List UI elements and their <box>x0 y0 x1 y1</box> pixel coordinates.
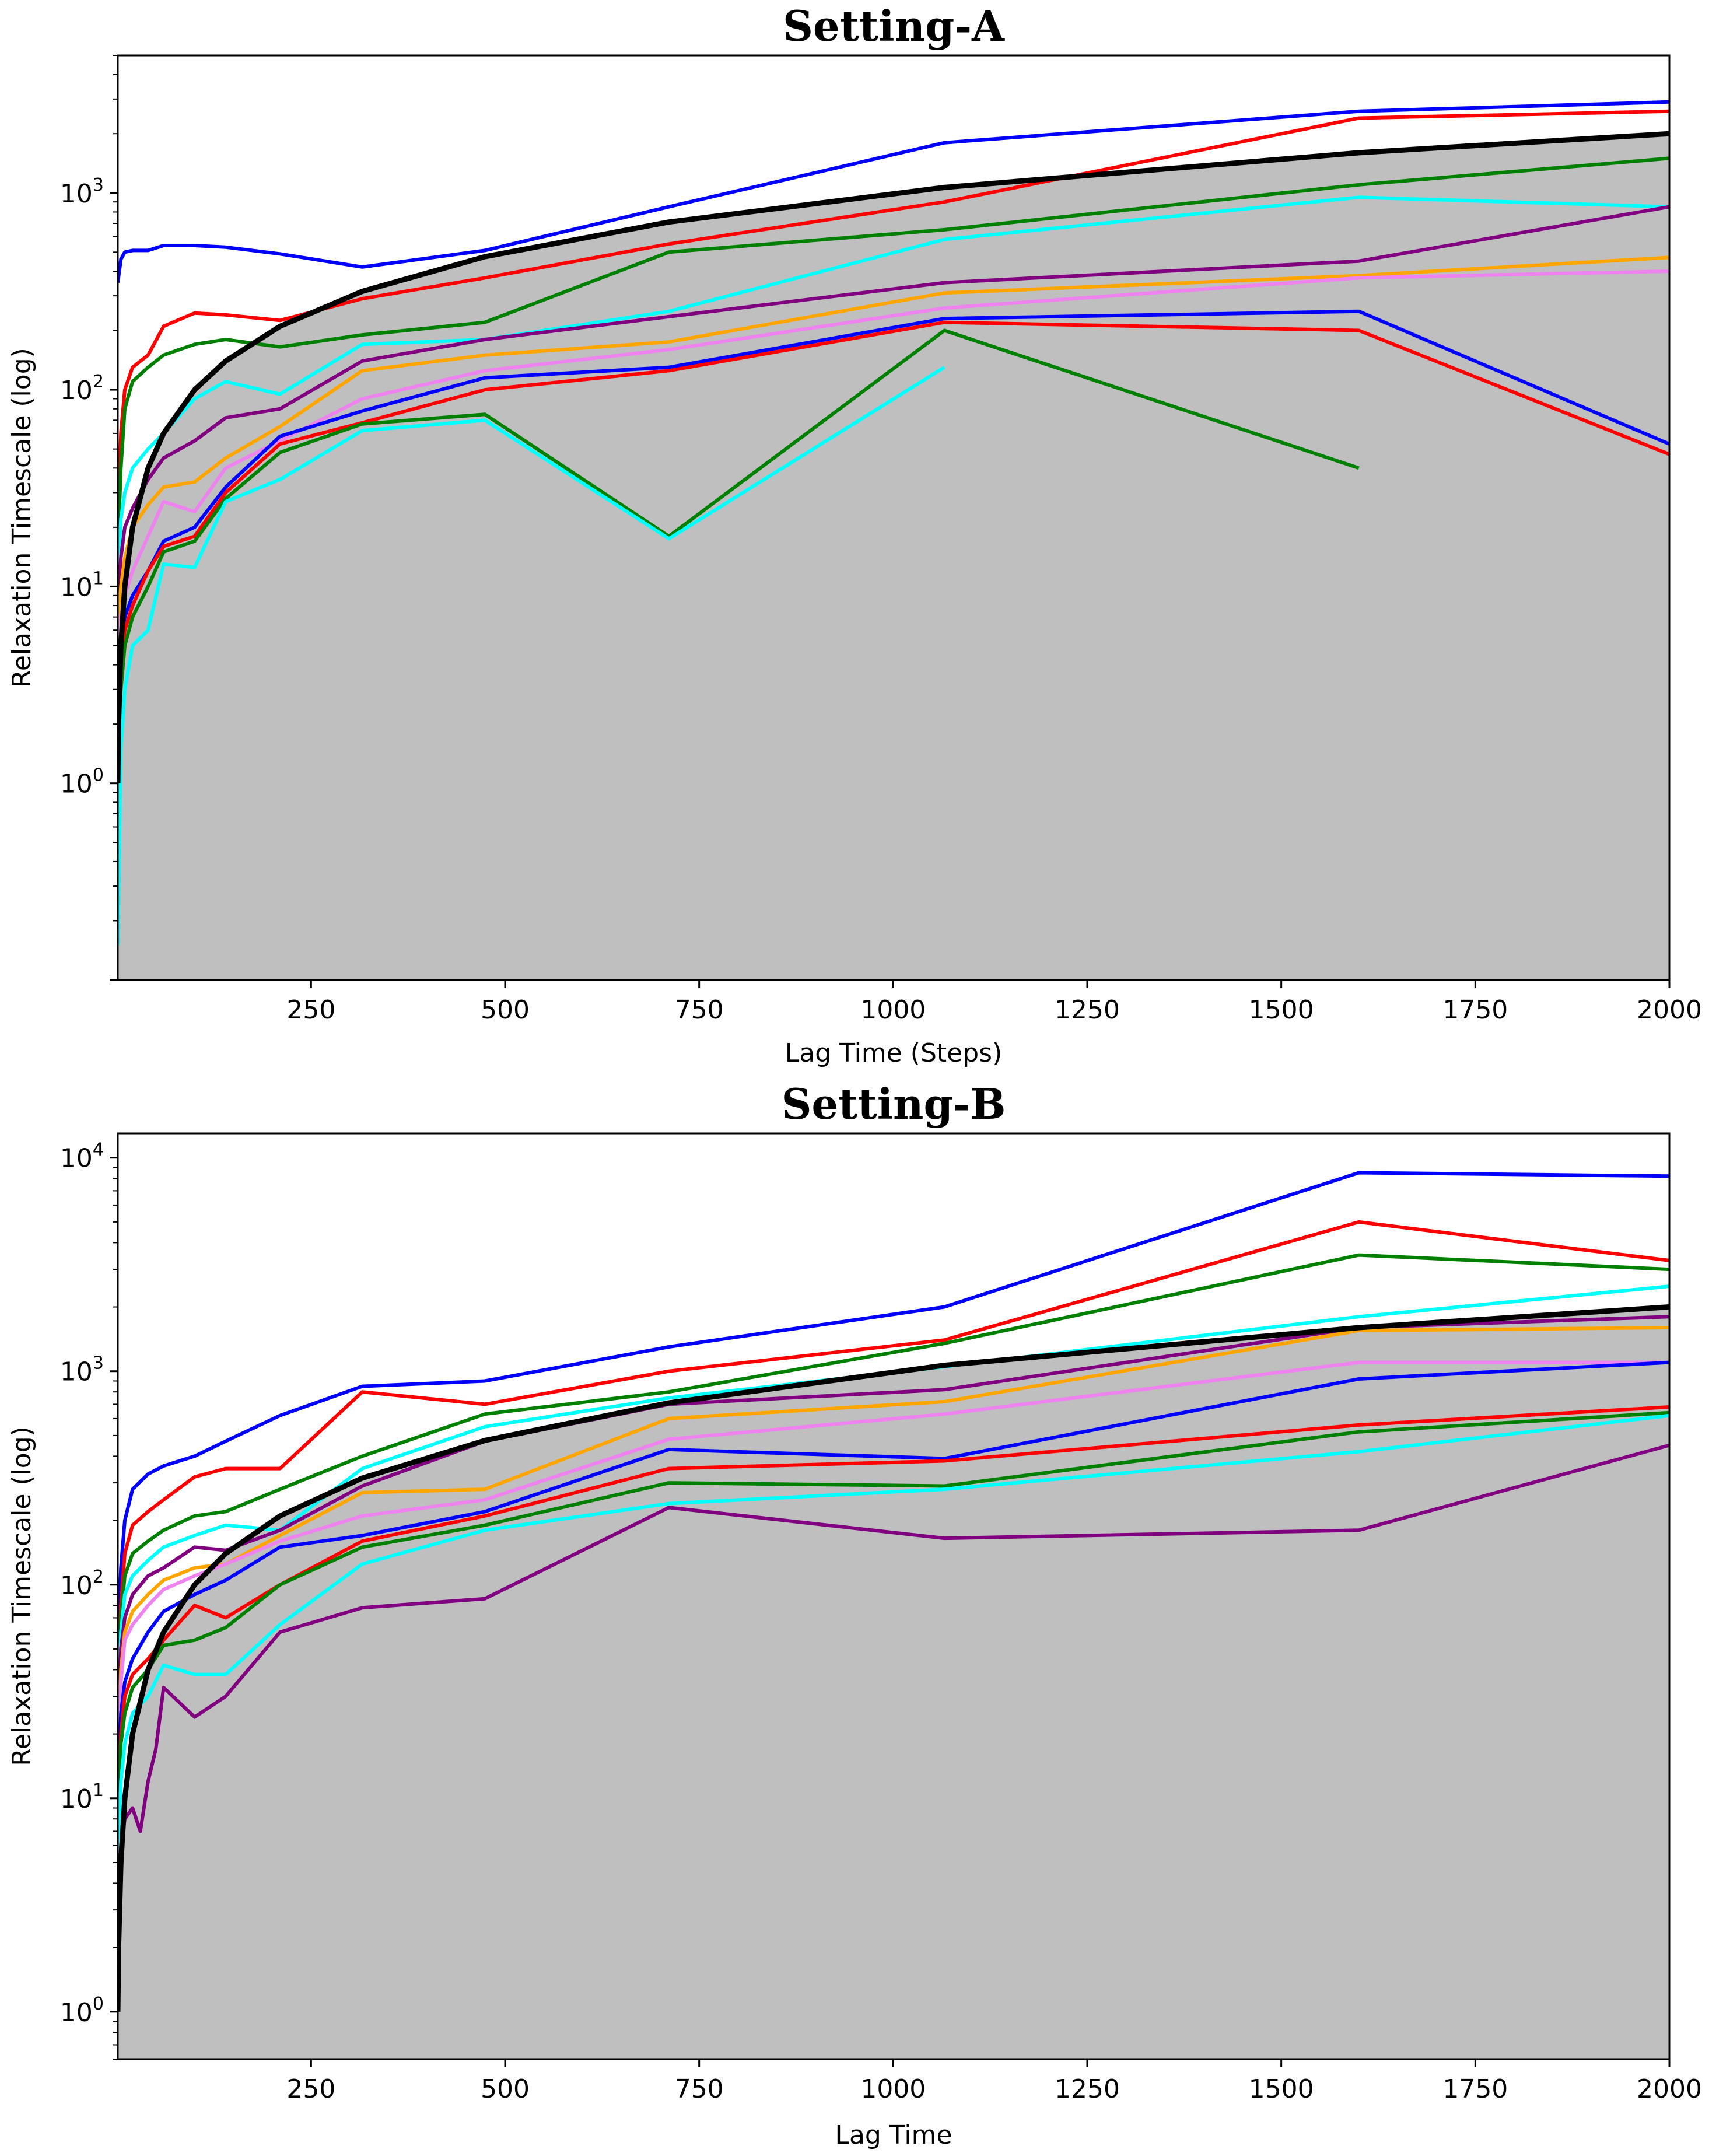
chart-setting-b: 250 500 750 1000 1250 1500 1750 2000 100 101 102 10… <box>7 1079 1702 2150</box>
series-line-purple-1 <box>118 205 1669 606</box>
series-line-violet-1 <box>118 270 1669 665</box>
series-line-blue-1 <box>118 1171 1669 1650</box>
x-axis-label: Lag Time <box>835 2120 952 2150</box>
y-axis-label: Relaxation Timescale (log) <box>7 348 37 688</box>
series-line-green-2 <box>118 1410 1669 1832</box>
chart-title: Setting-B <box>781 1079 1006 1129</box>
y-tick-label: 101 <box>60 1780 104 1814</box>
series-line-green-1 <box>118 156 1669 552</box>
y-tick-label: 103 <box>60 1353 104 1387</box>
series-line-purple-2 <box>118 1443 1669 1910</box>
reference-line <box>118 131 1669 783</box>
x-tick-label: 750 <box>675 2074 724 2104</box>
chart-title: Setting-A <box>783 1 1005 51</box>
x-tick-label: 750 <box>675 995 724 1025</box>
series-line-green-2 <box>118 328 1360 749</box>
x-tick-label: 1500 <box>1249 995 1314 1025</box>
x-tick-label: 1750 <box>1442 995 1508 1025</box>
series-line-blue-1 <box>118 100 1669 283</box>
x-tick-label: 1750 <box>1442 2074 1508 2104</box>
x-tick-label: 1000 <box>860 2074 926 2104</box>
x-tick-label: 500 <box>481 995 530 1025</box>
series-line-cyan-1 <box>118 195 1669 587</box>
plot-area <box>118 1171 1669 2059</box>
reference-fill-area <box>118 134 1669 980</box>
x-tick-label: 1500 <box>1249 2074 1314 2104</box>
x-tick-label: 2000 <box>1637 995 1702 1025</box>
x-tick-label: 2000 <box>1637 2074 1702 2104</box>
series-line-violet-1 <box>118 1360 1669 1782</box>
series-line-cyan-2 <box>118 366 945 946</box>
series-line-red-2 <box>118 1405 1669 1819</box>
series-line-blue-2 <box>118 1360 1669 1798</box>
series-line-red-1 <box>118 1220 1669 1697</box>
x-axis-label: Lag Time (Steps) <box>785 1038 1003 1068</box>
y-tick-label: 103 <box>60 175 104 209</box>
y-tick-label: 104 <box>60 1140 104 1174</box>
y-tick-label: 100 <box>60 765 104 799</box>
chart-setting-a: 250 500 750 1000 1250 1500 1750 2000 100 101 102 10… <box>7 1 1702 1068</box>
y-tick-label: 101 <box>60 568 104 602</box>
series-line-blue-2 <box>118 309 1669 690</box>
series-line-cyan-2 <box>118 1413 1669 1863</box>
series-line-purple-1 <box>118 1315 1669 1734</box>
series-line-red-2 <box>118 320 1669 724</box>
series-line-red-1 <box>118 109 1669 527</box>
x-tick-label: 500 <box>481 2074 530 2104</box>
reference-fill-area <box>118 1307 1669 2059</box>
x-tick-label: 1250 <box>1055 995 1120 1025</box>
y-axis-label: Relaxation Timescale (log) <box>7 1426 37 1766</box>
y-tick-label: 102 <box>60 372 104 405</box>
reference-line <box>118 1304 1669 2012</box>
x-tick-label: 250 <box>286 2074 335 2104</box>
plot-area <box>118 100 1669 980</box>
series-line-green-1 <box>118 1253 1669 1714</box>
x-tick-label: 1000 <box>860 995 926 1025</box>
y-tick-label: 102 <box>60 1567 104 1601</box>
y-tick-label: 100 <box>60 1994 104 2028</box>
x-tick-label: 1250 <box>1055 2074 1120 2104</box>
x-tick-label: 250 <box>286 995 335 1025</box>
